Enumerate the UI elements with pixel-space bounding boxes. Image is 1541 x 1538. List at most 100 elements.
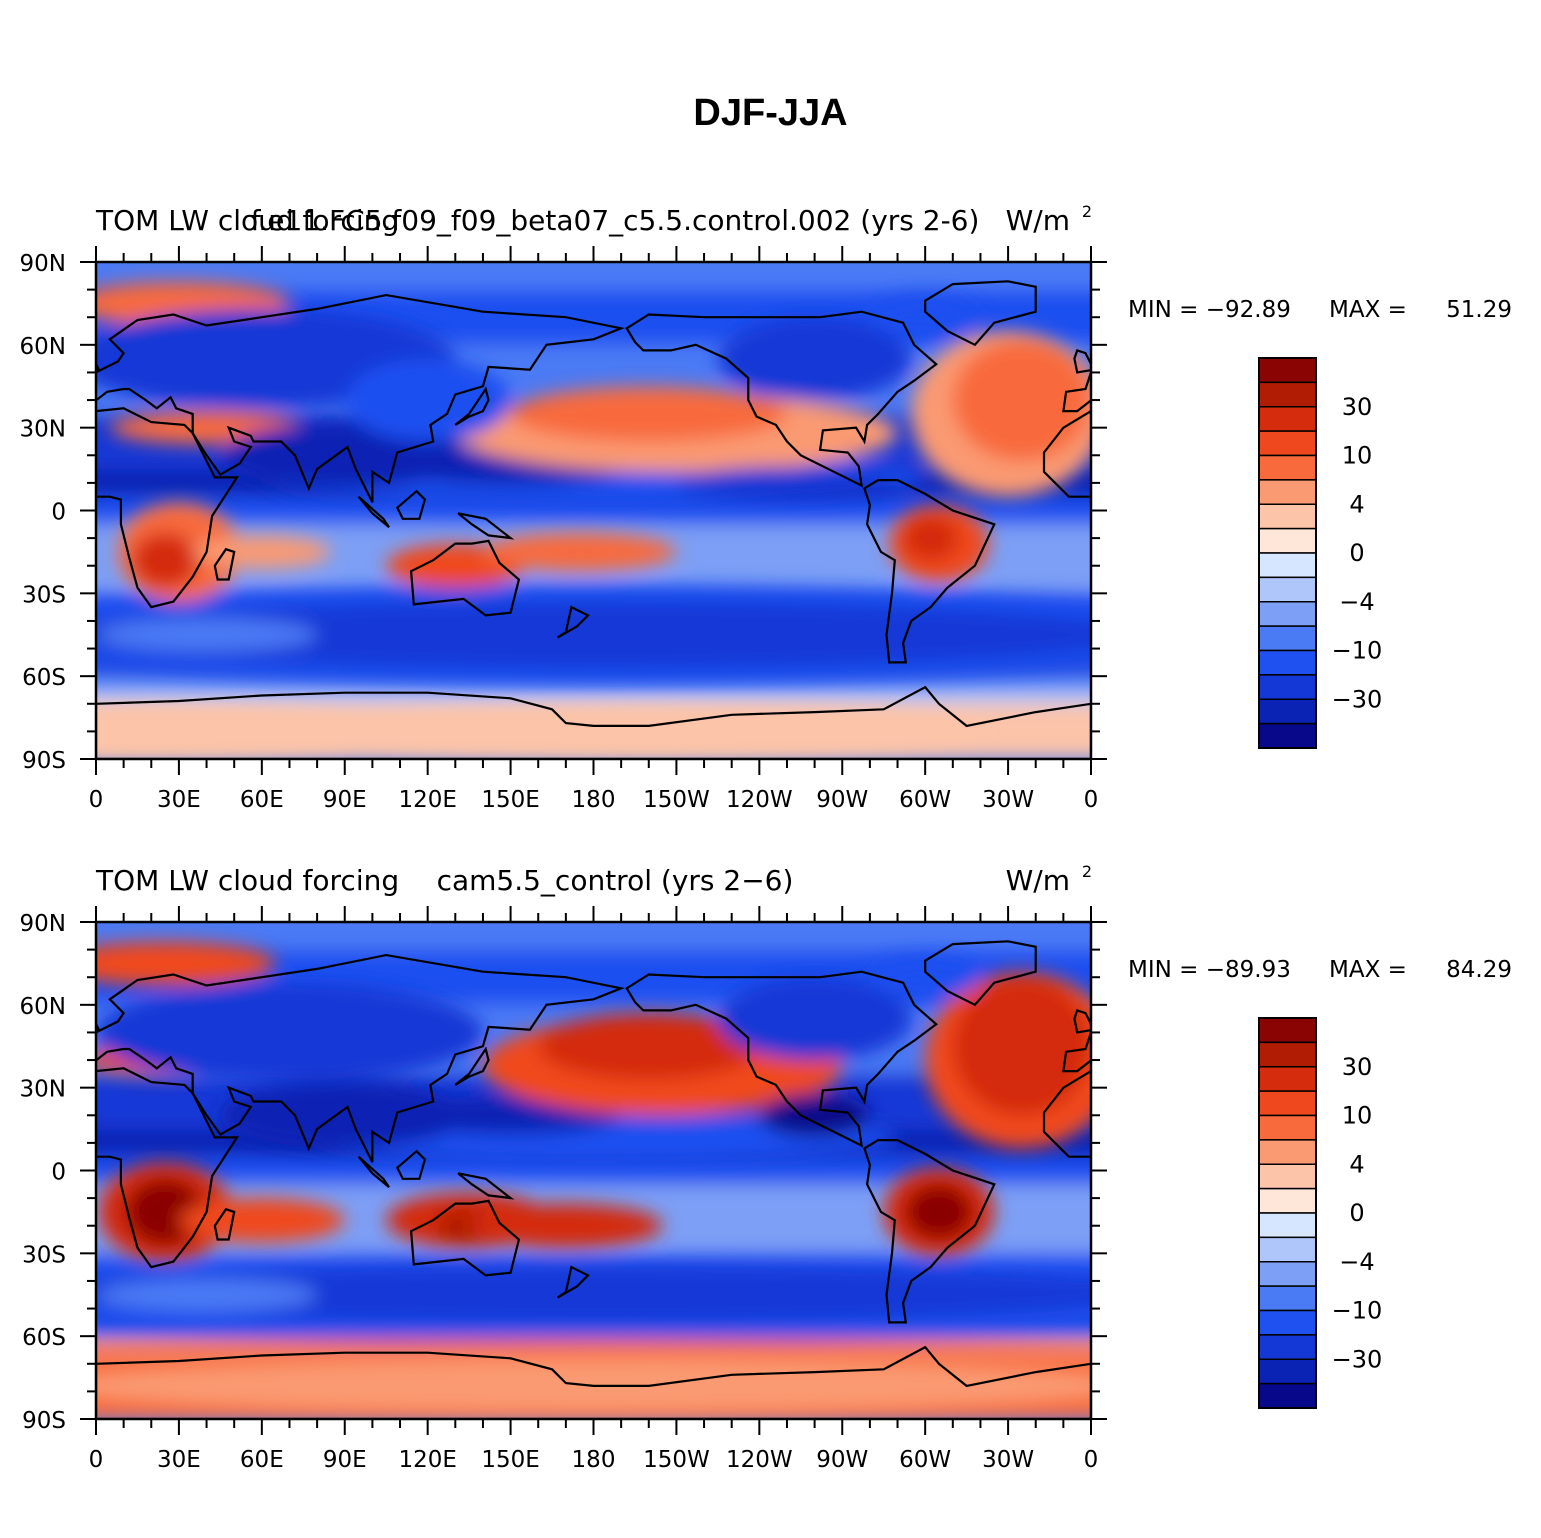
lon-tick-label: 120W (726, 1447, 793, 1473)
panel-units-superscript: 2 (1082, 862, 1092, 881)
colorbar-segment (1258, 1236, 1317, 1263)
colorbar-label: 10 (1342, 442, 1373, 470)
colorbar-label: 30 (1342, 393, 1373, 421)
map-panel-top: TOM LW cloud forcing f.e11.FC5.f09_f09_be… (0, 192, 1541, 852)
colorbar-segment (1258, 601, 1317, 627)
colorbar-segment (1258, 527, 1317, 554)
colorbar-segment (1258, 698, 1317, 725)
lat-tick-label: 30S (22, 582, 66, 608)
coastline-nz (556, 1265, 590, 1299)
map-svg: TOM LW cloud forcing cam5.5_control (yrs … (20, 862, 1512, 1473)
colorbar-segment (1258, 625, 1317, 652)
panel-units: W/m (1006, 864, 1070, 897)
colorbar-segment (1258, 649, 1317, 676)
coastline-newguinea (457, 1172, 515, 1200)
figure-title: DJF-JJA (693, 92, 848, 134)
colorbar-segment (1258, 1066, 1317, 1092)
coastline-antarctica (96, 685, 1091, 759)
lon-tick-label: 0 (1084, 1447, 1099, 1473)
lon-tick-label: 120E (398, 1447, 456, 1473)
colorbar-label: −10 (1332, 1297, 1383, 1325)
panel-center-title: cam5.5_control (yrs 2−6) (437, 864, 794, 897)
lat-tick-label: 90S (22, 748, 66, 774)
coastline-madagascar (213, 1207, 236, 1241)
coastline-newguinea (457, 512, 515, 540)
colorbar-segment (1258, 1358, 1317, 1385)
colorbar-label: 0 (1349, 1199, 1364, 1227)
lon-tick-label: 150W (643, 1447, 710, 1473)
coastline-africa (96, 1067, 240, 1269)
panel-left-title: TOM LW cloud forcing (95, 864, 399, 897)
colorbar-segment (1258, 1041, 1317, 1068)
lat-tick-label: 90N (20, 911, 66, 937)
coastline-greenland (924, 940, 1037, 1007)
lon-tick-label: 90W (816, 1447, 868, 1473)
lat-tick-label: 60N (20, 994, 66, 1020)
lon-tick-label: 90W (816, 787, 868, 813)
colorbar-segment (1258, 1212, 1317, 1239)
colorbar-label: 30 (1342, 1053, 1373, 1081)
lon-tick-label: 150E (481, 787, 539, 813)
lat-tick-label: 60S (22, 1325, 66, 1351)
lon-tick-label: 30W (982, 787, 1034, 813)
lat-tick-label: 30N (20, 1077, 66, 1103)
coastline-samerica (863, 1139, 996, 1324)
colorbar-segment (1258, 406, 1317, 432)
colorbar (1258, 357, 1317, 749)
colorbar-segment (1258, 503, 1317, 530)
coastline-eurasia (96, 293, 625, 503)
colorbar-segment (1258, 1163, 1317, 1190)
coastline-eurasia (96, 953, 625, 1163)
lon-tick-label: 180 (572, 1447, 616, 1473)
colorbar-segment (1258, 357, 1317, 384)
colorbar-segment (1258, 1114, 1317, 1141)
map-panel-bottom: TOM LW cloud forcing cam5.5_control (yrs … (0, 852, 1541, 1512)
colorbar-segment (1258, 552, 1317, 579)
lon-tick-label: 60W (899, 787, 951, 813)
contour-field (96, 922, 1091, 1419)
lon-tick-label: 150E (481, 1447, 539, 1473)
colorbar (1258, 1017, 1317, 1409)
lon-tick-label: 150W (643, 787, 710, 813)
coastline-namerica (625, 310, 938, 488)
min-label: MIN = −89.93 (1128, 957, 1291, 983)
coastline-greenland (924, 280, 1037, 347)
lat-tick-label: 90S (22, 1408, 66, 1434)
colorbar-segment (1258, 1139, 1317, 1165)
panel-center-title: f.e11.FC5.f09_f09_beta07_c5.5.control.00… (251, 204, 980, 237)
colorbar-segment (1258, 1334, 1317, 1360)
coastline-japan (454, 386, 490, 426)
colorbar-label: −4 (1339, 1248, 1374, 1276)
coastline-sumatra (357, 495, 390, 528)
colorbar-segment (1258, 674, 1317, 700)
map-svg: TOM LW cloud forcingf.e11.FC5.f09_f09_be… (20, 202, 1512, 813)
colorbar-label: −30 (1332, 685, 1383, 713)
colorbar-segment (1258, 576, 1317, 603)
max-value: 84.29 (1446, 957, 1512, 983)
colorbar-segment (1258, 1017, 1317, 1044)
coastline-australia (409, 539, 521, 617)
max-label: MAX = (1329, 297, 1407, 323)
lon-tick-label: 60E (240, 1447, 284, 1473)
coastlines (96, 940, 1091, 1419)
lon-tick-label: 0 (89, 787, 104, 813)
colorbar-label: −30 (1332, 1345, 1383, 1373)
lat-tick-label: 30S (22, 1242, 66, 1268)
colorbar-segment (1258, 479, 1317, 505)
lon-tick-label: 180 (572, 787, 616, 813)
coastline-australia (409, 1199, 521, 1277)
lon-tick-label: 90E (323, 787, 367, 813)
lon-tick-label: 30E (157, 787, 201, 813)
lat-tick-label: 0 (51, 1160, 66, 1186)
contour-field (96, 262, 1091, 759)
coastline-nz (556, 605, 590, 639)
colorbar-label: −4 (1339, 588, 1374, 616)
colorbar-segment (1258, 1187, 1317, 1214)
colorbar-label: 0 (1349, 539, 1364, 567)
min-label: MIN = −92.89 (1128, 297, 1291, 323)
lon-tick-label: 0 (1084, 787, 1099, 813)
lon-tick-label: 0 (89, 1447, 104, 1473)
coastline-samerica (863, 479, 996, 664)
lon-tick-label: 30W (982, 1447, 1034, 1473)
max-value: 51.29 (1446, 297, 1512, 323)
